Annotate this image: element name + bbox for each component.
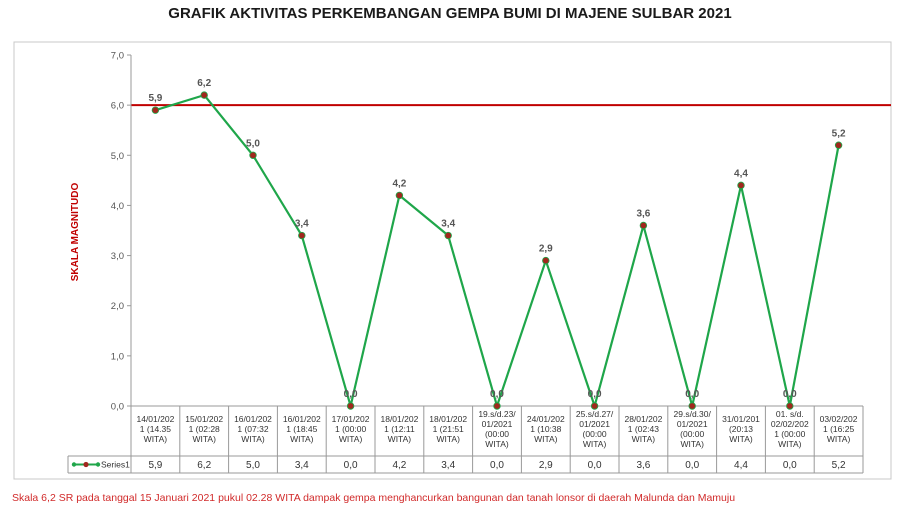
data-point: [737, 181, 745, 190]
x-category-label: 29.s/d.30/01/2021 (00:00 WITA): [674, 409, 712, 449]
data-label: 6,2: [197, 78, 211, 89]
y-tick-label: 6,0: [111, 101, 124, 112]
data-point: [834, 141, 843, 149]
data-label: 0,0: [685, 389, 699, 400]
data-point: [590, 402, 599, 410]
table-value: 0,0: [685, 460, 699, 471]
y-tick-label: 2,0: [111, 301, 124, 312]
data-label: 0,0: [588, 389, 602, 400]
y-tick-label: 7,0: [111, 51, 124, 62]
data-label: 5,9: [148, 93, 162, 104]
data-label: 3,4: [295, 219, 309, 230]
x-category-label: 17/01/202 1 (00:00 WITA): [332, 414, 370, 444]
data-point: [493, 402, 501, 410]
legend-series-name: Series1: [101, 460, 130, 470]
data-point: [200, 91, 208, 99]
data-point: [249, 151, 257, 159]
data-label: 0,0: [783, 389, 797, 400]
x-category-label: 01. s/d. 02/02/202 1 (00:00 WITA): [771, 409, 809, 449]
table-value: 4,4: [734, 460, 748, 471]
chart-border: [13, 41, 892, 480]
chart-title: GRAFIK AKTIVITAS PERKEMBANGAN GEMPA BUMI…: [168, 5, 732, 22]
table-value: 4,2: [392, 460, 406, 471]
footnote: Skala 6,2 SR pada tanggal 15 Januari 202…: [12, 492, 736, 504]
data-point: [444, 231, 452, 240]
x-category-label: 18/01/202 1 (12:11 WITA): [380, 414, 418, 444]
legend-marker: [83, 461, 89, 468]
data-point: [542, 256, 550, 265]
data-label: 5,0: [246, 138, 260, 149]
data-label: 2,9: [539, 244, 553, 255]
table-value: 3,6: [636, 460, 650, 471]
x-category-label: 28/01/202 1 (02:43 WITA): [624, 414, 662, 444]
data-label: 3,6: [636, 208, 650, 219]
table-value: 0,0: [588, 460, 602, 471]
x-category-label: 19.s/d.23/01/2021 (00:00 WITA): [478, 409, 516, 449]
table-value: 6,2: [197, 460, 211, 471]
table-value: 0,0: [783, 460, 797, 471]
table-value: 0,0: [344, 460, 358, 471]
table-value: 0,0: [490, 460, 504, 471]
data-point: [688, 402, 696, 410]
table-value: 5,0: [246, 460, 260, 471]
data-point: [298, 231, 306, 240]
y-tick-label: 5,0: [111, 151, 124, 162]
data-label: 4,2: [392, 178, 406, 189]
table-value: 5,2: [832, 460, 846, 471]
legend-marker-end: [71, 462, 77, 467]
table-value: 3,4: [441, 460, 455, 471]
x-category-label: 18/01/202 1 (21:51 WITA): [429, 414, 467, 444]
x-category-label: 15/01/202 1 (02:28 WITA): [185, 414, 223, 444]
data-label: 0,0: [344, 389, 358, 400]
data-point: [786, 402, 794, 410]
table-value: 2,9: [539, 460, 553, 471]
table-value: 3,4: [295, 460, 309, 471]
x-category-label: 16/01/202 1 (07:32 WITA): [234, 414, 272, 444]
x-category-label: 16/01/202 1 (18:45 WITA): [283, 414, 321, 444]
data-label: 5,2: [832, 128, 846, 139]
data-point: [346, 402, 355, 410]
x-category-label: 31/01/201 (20:13 WITA): [722, 414, 760, 444]
data-point: [639, 221, 648, 230]
data-point: [395, 191, 404, 200]
data-label: 4,4: [734, 168, 748, 179]
x-category-label: 14/01/202 1 (14.35 WITA): [136, 414, 174, 444]
y-tick-label: 1,0: [111, 351, 124, 362]
table-value: 5,9: [148, 460, 162, 471]
data-label: 0,0: [490, 389, 504, 400]
legend-marker-end: [95, 462, 101, 467]
x-category-label: 03/02/202 1 (16:25 WITA): [820, 414, 858, 444]
y-axis-label: SKALA MAGNITUDO: [70, 183, 81, 282]
data-point: [151, 106, 160, 114]
x-category-label: 24/01/202 1 (10:38 WITA): [527, 414, 565, 444]
x-category-label: 25.s/d.27/01/2021 (00:00 WITA): [576, 409, 614, 449]
y-tick-label: 4,0: [111, 201, 124, 212]
y-tick-label: 0,0: [111, 402, 124, 413]
y-tick-label: 3,0: [111, 251, 124, 262]
data-label: 3,4: [441, 219, 455, 230]
